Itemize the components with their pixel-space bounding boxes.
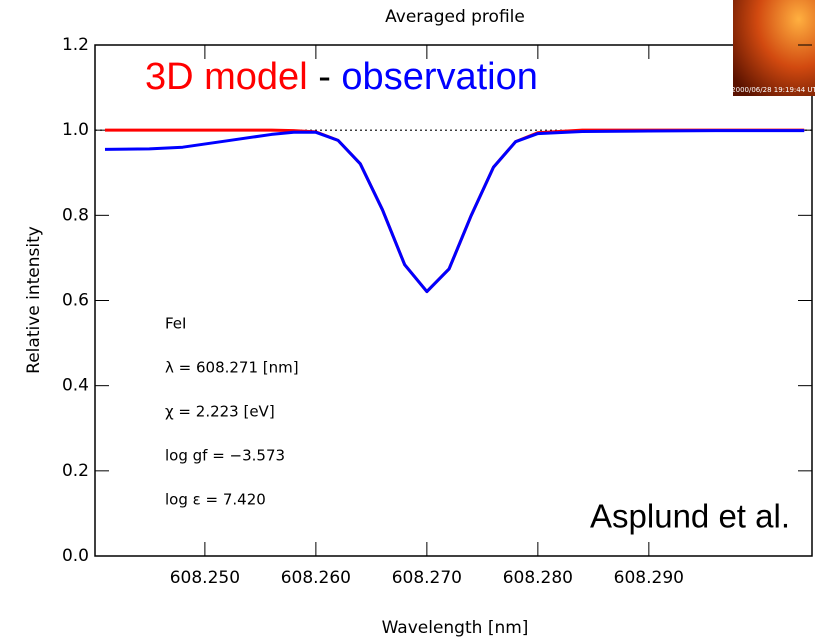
y-tick-label: 1.0 <box>62 120 89 140</box>
y-axis-label: Relative intensity <box>24 226 44 374</box>
annotation: log ε = 7.420 <box>165 491 266 509</box>
legend-entry: 3D model <box>145 56 308 98</box>
y-tick-label: 0.6 <box>62 291 89 311</box>
x-tick-label: 608.270 <box>392 568 462 588</box>
x-axis-label: Wavelength [nm] <box>382 618 529 638</box>
x-tick-label: 608.280 <box>503 568 573 588</box>
line-series <box>104 129 805 294</box>
x-tick-label: 608.260 <box>281 568 351 588</box>
legend-separator: - <box>318 56 331 98</box>
y-tick-label: 0.0 <box>62 546 89 566</box>
inset-timestamp: 2000/06/28 19:19:44 UT <box>731 86 815 94</box>
legend: 3D model - observation <box>145 56 538 98</box>
chart-title: Averaged profile <box>385 7 525 27</box>
annotation: λ = 608.271 [nm] <box>165 359 299 377</box>
x-tick-label: 608.250 <box>170 568 240 588</box>
annotation: log gf = −3.573 <box>165 447 285 465</box>
line-series <box>104 128 805 294</box>
y-tick-label: 0.2 <box>62 461 89 481</box>
y-tick-label: 0.8 <box>62 205 89 225</box>
y-tick-label: 1.2 <box>62 35 89 55</box>
x-tick-label: 608.290 <box>614 568 684 588</box>
inset-image <box>733 0 815 96</box>
legend-entry: observation <box>341 56 537 98</box>
credit: Asplund et al. <box>590 498 790 535</box>
plot-frame <box>94 44 813 557</box>
y-tick-label: 0.4 <box>62 376 89 396</box>
annotation: χ = 2.223 [eV] <box>165 403 275 421</box>
annotation: FeI <box>165 315 186 333</box>
